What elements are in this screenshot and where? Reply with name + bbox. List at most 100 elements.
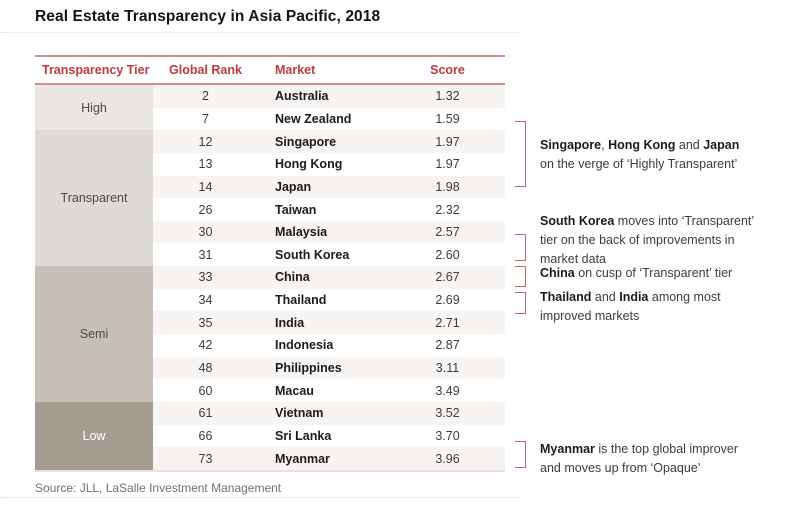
score-cell: 3.52 (435, 406, 460, 421)
tier-block-high: High (35, 85, 153, 131)
rank-cell: 35 (198, 315, 213, 330)
rank-cell: 30 (198, 225, 213, 240)
annotation-line: Thailand and India among most (540, 290, 721, 304)
table-bottom-rule (35, 470, 505, 472)
score-cell: 2.69 (435, 293, 460, 308)
market-cell: Sri Lanka (275, 428, 332, 443)
rank-cell: 66 (198, 428, 213, 443)
market-cell: Taiwan (275, 202, 317, 217)
chart-title: Real Estate Transparency in Asia Pacific… (35, 8, 381, 25)
table-row: 73 Myanmar 3.96 (153, 447, 505, 470)
annotation-text: Myanmar is the top global improver and mo… (540, 440, 788, 478)
table-row: 48 Philippines 3.11 (153, 356, 505, 380)
score-cell: 1.59 (435, 111, 460, 126)
annotation-line: and moves up from ‘Opaque’ (540, 461, 701, 475)
annotation-line: on the verge of ‘Highly Transparent’ (540, 157, 738, 171)
table-row: 13 Hong Kong 1.97 (153, 153, 505, 176)
market-cell: Singapore (275, 134, 337, 149)
rank-cell: 42 (198, 338, 213, 353)
tier-block-low: Low (35, 402, 153, 470)
col-header-global-rank: Global Rank (169, 63, 242, 77)
table-row: 33 China 2.67 (153, 266, 505, 289)
transparency-table: Transparency Tier Global Rank Market Sco… (35, 55, 505, 472)
score-cell: 1.98 (435, 179, 460, 194)
table-row: 26 Taiwan 2.32 (153, 198, 505, 221)
market-cell: India (275, 315, 305, 330)
source-note: Source: JLL, LaSalle Investment Manageme… (35, 481, 282, 495)
rank-cell: 60 (198, 383, 213, 398)
score-cell: 1.97 (435, 157, 460, 172)
table-row: 35 India 2.71 (153, 311, 505, 335)
market-cell: Malaysia (275, 225, 328, 240)
tier-column: High Transparent Semi Low (35, 85, 153, 470)
table-body: 2 Australia 1.32 7 New Zealand 1.59 12 Singapor… (35, 85, 505, 470)
annotation-text: South Korea moves into ‘Transparent’ tier… (540, 212, 788, 269)
market-cell: Thailand (275, 293, 327, 308)
score-cell: 3.11 (435, 361, 460, 375)
score-cell: 2.32 (435, 202, 460, 217)
table-row: 61 Vietnam 3.52 (153, 401, 505, 425)
rank-cell: 26 (198, 202, 213, 217)
score-cell: 1.32 (435, 89, 460, 104)
rank-cell: 48 (198, 361, 213, 375)
annotation-text: Thailand and India among most improved ma… (540, 288, 788, 326)
annotation-line: China on cusp of ‘Transparent’ tier (540, 266, 733, 280)
table-row: 14 Japan 1.98 (153, 175, 505, 199)
market-cell: South Korea (275, 247, 350, 262)
market-cell: Vietnam (275, 406, 324, 421)
market-cell: Philippines (275, 361, 342, 375)
annotation-text: China on cusp of ‘Transparent’ tier (540, 264, 788, 283)
score-cell: 3.70 (435, 428, 460, 443)
annotation-text: Singapore, Hong Kong and Japan on the ver… (540, 136, 788, 174)
annotation-bracket (515, 292, 526, 314)
rank-cell: 31 (198, 247, 213, 262)
annotation-bracket (515, 266, 526, 287)
table-row: 42 Indonesia 2.87 (153, 334, 505, 357)
rank-cell: 73 (198, 451, 213, 466)
table-header-row: Transparency Tier Global Rank Market Sco… (35, 55, 505, 85)
rank-cell: 61 (198, 406, 213, 421)
score-cell: 2.57 (435, 225, 460, 240)
dotted-separator-top (0, 32, 520, 33)
annotation-line: Singapore, Hong Kong and Japan (540, 138, 740, 152)
annotation-line: tier on the back of improvements in (540, 233, 735, 247)
market-cell: China (275, 270, 310, 285)
rank-cell: 7 (202, 111, 209, 126)
table-row: 34 Thailand 2.69 (153, 289, 505, 312)
rank-cell: 13 (198, 157, 213, 172)
table-row: 60 Macau 3.49 (153, 379, 505, 402)
market-cell: Macau (275, 383, 314, 398)
rank-cell: 34 (198, 293, 213, 308)
score-cell: 3.49 (435, 383, 460, 398)
score-cell: 3.96 (435, 451, 460, 466)
market-cell: Indonesia (275, 338, 334, 353)
tier-block-semi: Semi (35, 266, 153, 403)
score-cell: 2.71 (435, 315, 460, 330)
table-row: 2 Australia 1.32 (153, 85, 505, 108)
market-cell: New Zealand (275, 111, 352, 126)
table-row: 7 New Zealand 1.59 (153, 108, 505, 131)
rank-cell: 14 (198, 179, 213, 194)
market-cell: Japan (275, 179, 312, 194)
table-row: 12 Singapore 1.97 (153, 130, 505, 153)
score-cell: 2.60 (435, 247, 460, 262)
annotation-line: Myanmar is the top global improver (540, 442, 739, 456)
market-cell: Hong Kong (275, 157, 343, 172)
col-header-transparency-tier: Transparency Tier (42, 63, 150, 77)
annotation-line: market data (540, 252, 607, 266)
annotation-line: South Korea moves into ‘Transparent’ (540, 214, 755, 228)
rank-cell: 33 (198, 270, 213, 285)
rank-cell: 12 (198, 134, 213, 149)
dotted-separator-bottom (0, 497, 520, 498)
table-row: 30 Malaysia 2.57 (153, 220, 505, 244)
score-cell: 2.67 (435, 270, 460, 285)
market-cell: Myanmar (275, 451, 330, 466)
score-cell: 1.97 (435, 134, 460, 149)
tier-block-transparent: Transparent (35, 130, 153, 267)
col-header-score: Score (430, 63, 465, 77)
annotation-bracket (515, 234, 526, 261)
col-header-market: Market (275, 63, 316, 77)
score-cell: 2.87 (435, 338, 460, 353)
table-row: 66 Sri Lanka 3.70 (153, 425, 505, 448)
